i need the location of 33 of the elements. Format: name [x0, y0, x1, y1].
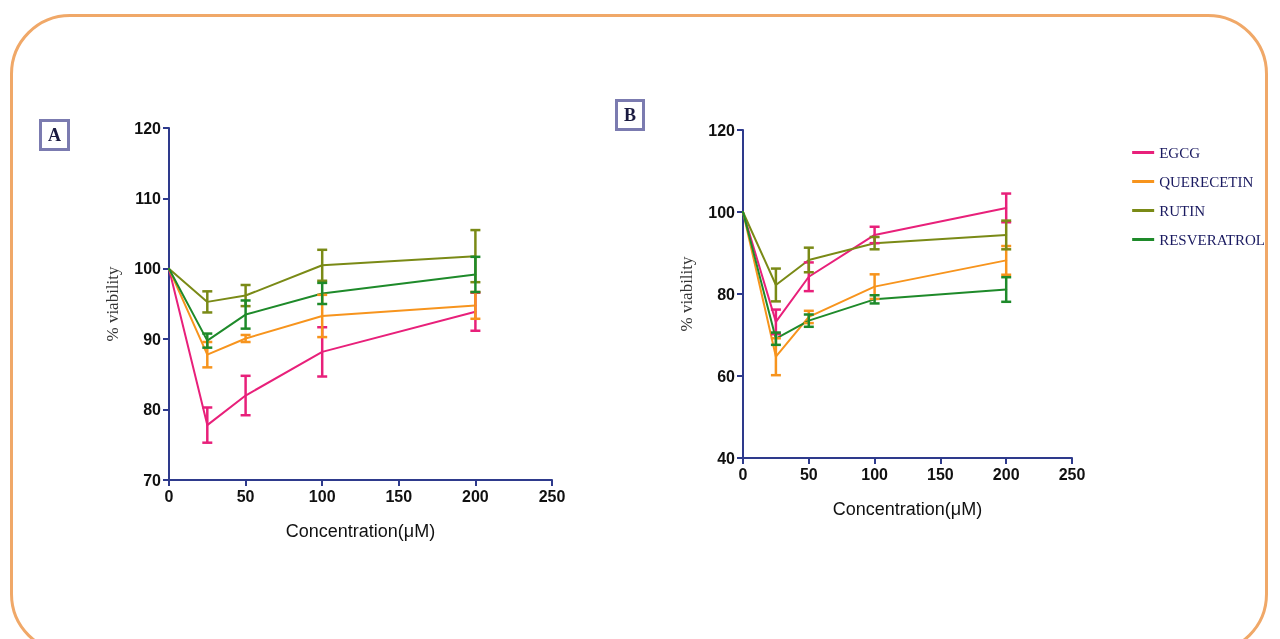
y-axis-title: % viability — [103, 265, 122, 342]
y-tick-label: 120 — [708, 121, 736, 139]
y-tick-label: 110 — [135, 189, 162, 207]
y-tick-label: 40 — [717, 449, 736, 467]
x-axis-title: Concentration(μM) — [285, 521, 436, 541]
x-tick-label: 100 — [308, 487, 336, 505]
x-tick-label: 250 — [538, 487, 566, 505]
chart-title: B — [624, 105, 637, 125]
legend-label: RESVERATROL — [1159, 231, 1265, 248]
legend-label: EGCG — [1159, 144, 1201, 161]
x-tick-label: 150 — [927, 465, 954, 483]
y-axis-title: % viability — [677, 255, 696, 332]
x-tick-label: 0 — [164, 487, 174, 505]
y-tick-label: 120 — [134, 119, 162, 137]
chart-title: A — [48, 125, 61, 145]
y-tick-label: 100 — [134, 260, 162, 278]
x-tick-label: 200 — [462, 487, 489, 505]
x-axis-title: Concentration(μM) — [832, 499, 983, 519]
x-tick-label: 50 — [236, 487, 255, 505]
y-tick-label: 70 — [143, 471, 162, 489]
y-tick-label: 80 — [143, 401, 162, 419]
y-tick-label: 100 — [708, 203, 736, 221]
x-tick-label: 150 — [385, 487, 413, 505]
y-tick-label: 80 — [717, 285, 736, 303]
y-tick-label: 60 — [717, 367, 736, 385]
x-tick-label: 100 — [861, 465, 889, 483]
x-tick-label: 0 — [738, 465, 748, 483]
x-tick-label: 50 — [799, 465, 818, 483]
legend-label: QUERECETIN — [1159, 173, 1254, 190]
x-tick-label: 250 — [1058, 465, 1086, 483]
y-tick-label: 90 — [143, 330, 162, 348]
x-tick-label: 200 — [992, 465, 1020, 483]
legend-label: RUTIN — [1159, 202, 1206, 219]
